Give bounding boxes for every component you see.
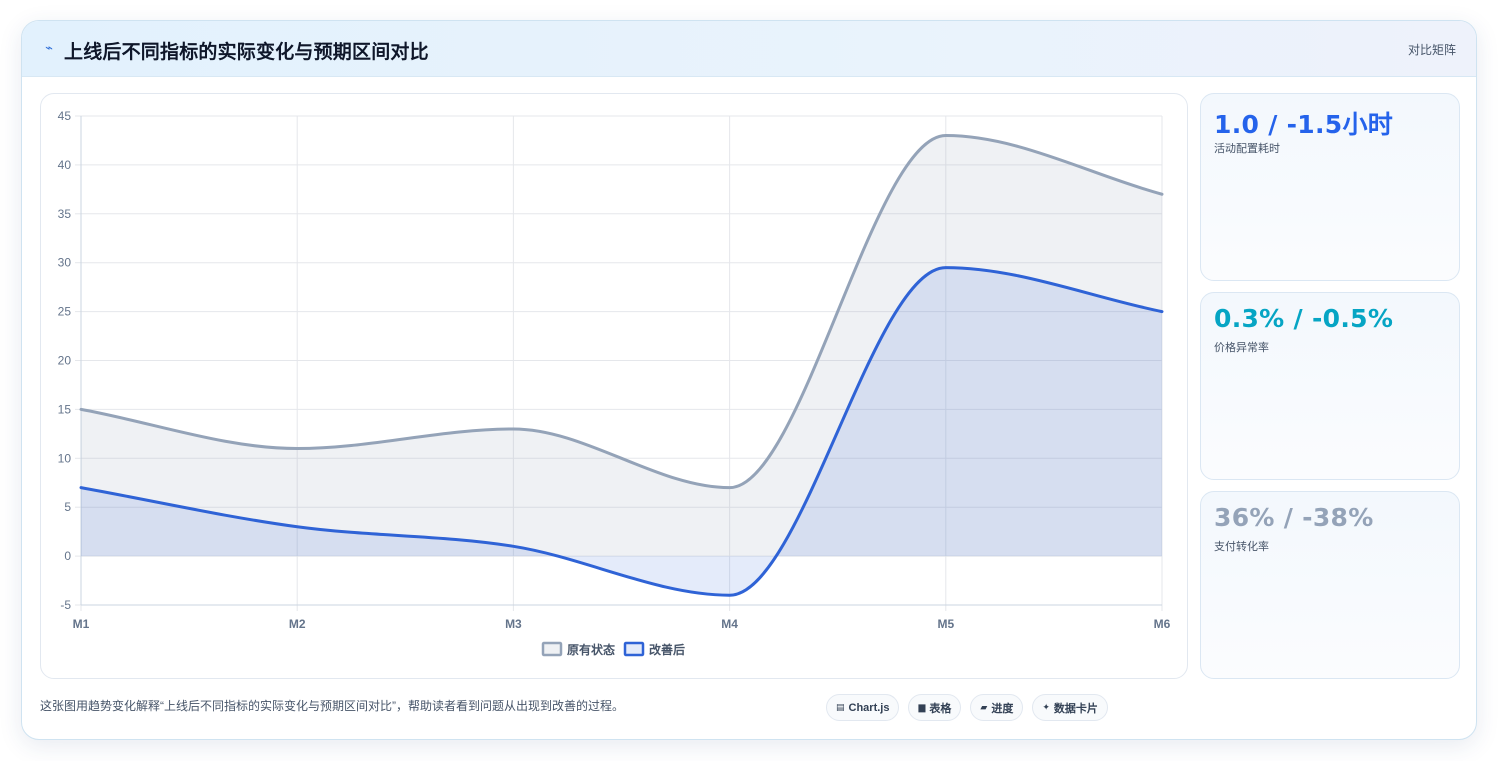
sparkle-icon: ✦ xyxy=(1042,702,1050,712)
chip-progress[interactable]: ▰ 进度 xyxy=(970,694,1024,721)
legend-swatch xyxy=(541,641,563,657)
kpi-card-conversion: 36% / -38% 支付转化率 xyxy=(1200,491,1460,679)
progress-icon: ▰ xyxy=(980,702,988,712)
chip-data-card[interactable]: ✦ 数据卡片 xyxy=(1032,694,1108,721)
table-icon: ▆ xyxy=(918,702,926,712)
kpi-label: 价格异常率 xyxy=(1214,342,1269,354)
kpi-label: 活动配置耗时 xyxy=(1214,143,1280,155)
series-line-2 xyxy=(79,266,1164,597)
y-tick-label: 5 xyxy=(64,500,71,514)
chart-caption: 这张图用趋势变化解释“上线后不同指标的实际变化与预期区间对比”，帮助读者看到问题… xyxy=(40,699,624,713)
series-area-1 xyxy=(81,135,1162,557)
x-tick-label: M6 xyxy=(1154,617,1171,631)
chip-label: 数据卡片 xyxy=(1053,702,1098,715)
x-tick-label: M5 xyxy=(937,617,954,631)
y-tick-label: 45 xyxy=(58,109,72,123)
y-tick-label: 40 xyxy=(58,158,72,172)
chip-table[interactable]: ▆ 表格 xyxy=(908,694,962,721)
y-tick-label: 30 xyxy=(58,256,72,270)
chip-chartjs[interactable]: ▤ Chart.js xyxy=(826,694,900,721)
tech-chips: ▤ Chart.js ▆ 表格 ▰ 进度 ✦ 数据卡片 xyxy=(826,694,1108,721)
chip-label: 进度 xyxy=(991,702,1014,715)
lightning-icon: ⌁ xyxy=(45,40,53,55)
x-tick-label: M1 xyxy=(73,617,90,631)
y-tick-label: 20 xyxy=(58,354,72,368)
chart-card: ⌁ 上线后不同指标的实际变化与预期区间对比 对比矩阵 45 40 35 30 25 20 1… xyxy=(21,20,1477,740)
y-tick-label: 25 xyxy=(58,305,72,319)
kpi-label: 支付转化率 xyxy=(1214,541,1269,553)
x-tick-label: M2 xyxy=(289,617,306,631)
y-tick-label: -5 xyxy=(60,598,71,612)
series-area-2 xyxy=(81,267,1162,596)
y-tick-label: 15 xyxy=(58,402,72,416)
area-chart: 45 40 35 30 25 20 15 10 5 0 -5M1 M2 M3 M4 M5 M6 原有状态 改善后 xyxy=(58,109,1171,657)
chip-label: Chart.js xyxy=(848,701,890,714)
legend-label: 改善后 xyxy=(649,642,685,657)
kpi-value: 0.3% / -0.5% xyxy=(1214,304,1394,333)
legend-swatch xyxy=(623,641,645,657)
kpi-card-config-time: 1.0 / -1.5小时 活动配置耗时 xyxy=(1200,93,1460,281)
series-line-1 xyxy=(79,134,1164,490)
card-header: ⌁ 上线后不同指标的实际变化与预期区间对比 对比矩阵 xyxy=(22,21,1476,77)
kpi-value: 1.0 / -1.5小时 xyxy=(1214,110,1394,139)
y-tick-label: 10 xyxy=(58,451,72,465)
y-tick-label: 0 xyxy=(64,549,71,563)
x-tick-label: M4 xyxy=(721,617,738,631)
chart-icon: ▤ xyxy=(836,702,845,712)
page-title: 上线后不同指标的实际变化与预期区间对比 xyxy=(64,42,429,63)
header-tag: 对比矩阵 xyxy=(1407,43,1456,57)
kpi-value: 36% / -38% xyxy=(1214,503,1374,532)
x-tick-label: M3 xyxy=(505,617,522,631)
kpi-card-price-anomaly: 0.3% / -0.5% 价格异常率 xyxy=(1200,292,1460,480)
y-tick-label: 35 xyxy=(58,207,72,221)
legend-label: 原有状态 xyxy=(567,642,615,657)
chart-panel: 45 40 35 30 25 20 15 10 5 0 -5 M1 M2 M3 M4 M5 M6 原有状态 改善后 xyxy=(40,93,1188,679)
chip-label: 表格 xyxy=(929,702,952,715)
